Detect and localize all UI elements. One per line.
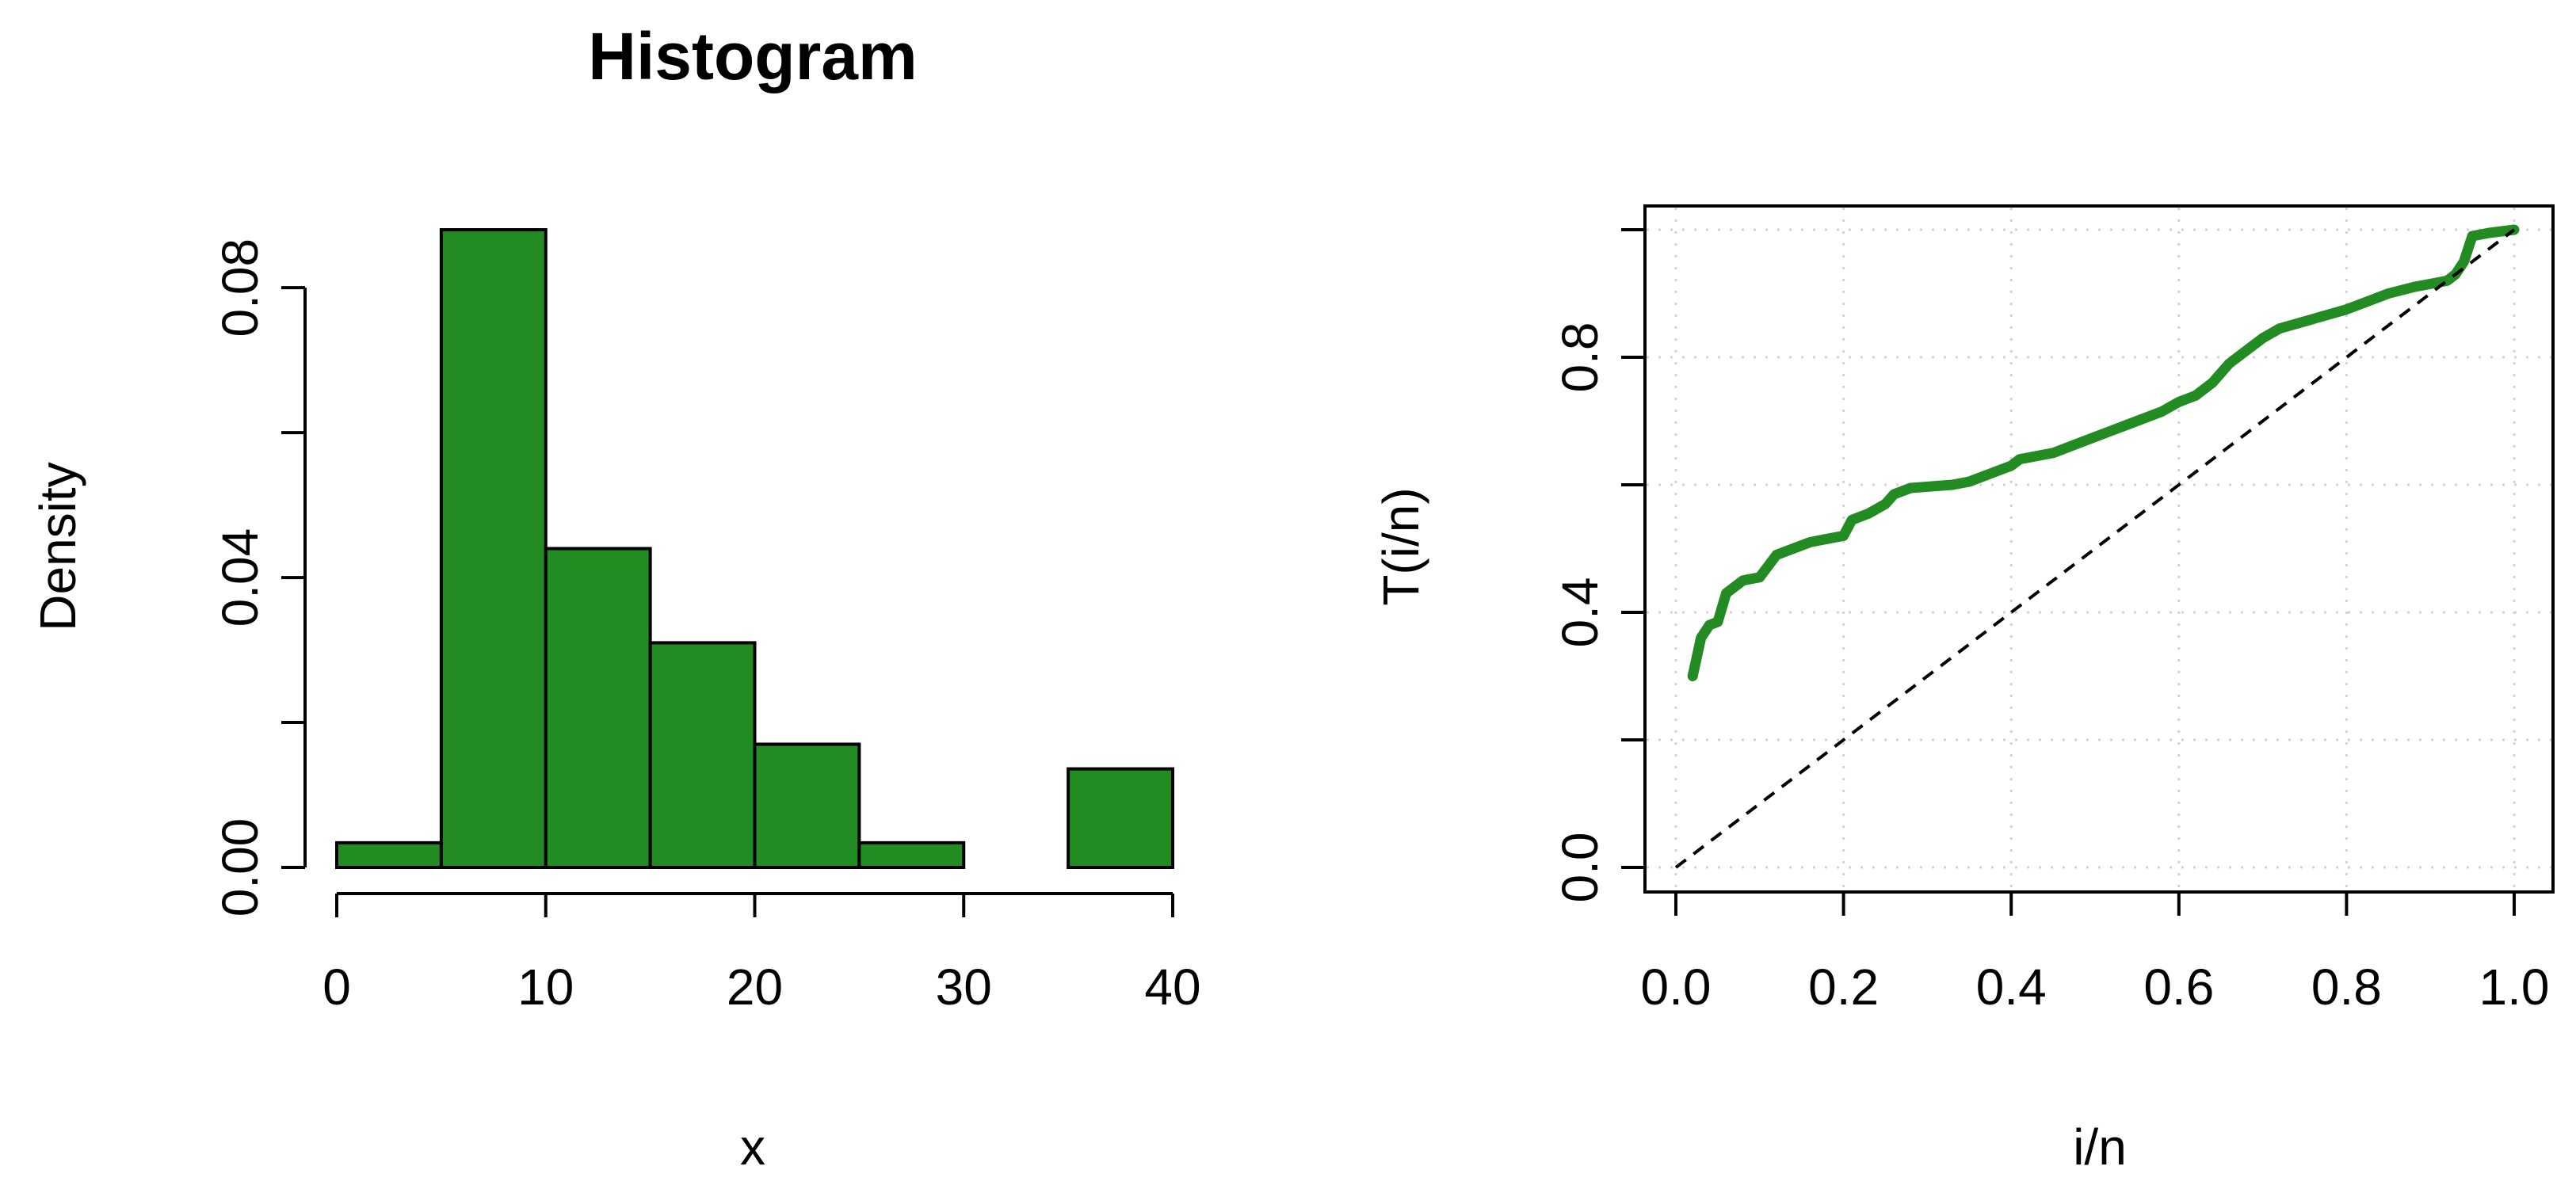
ti-n-curve-point [2208, 379, 2217, 387]
ti-n-grid [1647, 208, 2551, 890]
ti-n-y-tick-label: 0.8 [1551, 322, 1609, 393]
ti-n-curve-point [1772, 551, 1780, 559]
ti-n-curve-point [2359, 299, 2368, 307]
ti-n-curve-point [2258, 334, 2267, 342]
ti-n-curve-point [1696, 634, 1705, 642]
ti-n-curve-line [1687, 224, 2520, 681]
ti-n-curve-point [1906, 484, 1915, 493]
ti-n-curve-point [1948, 481, 1957, 489]
ti-n-curve-point [2384, 289, 2393, 298]
histogram-bar [857, 840, 966, 869]
ti-n-curve-point [1789, 544, 1798, 553]
histogram-y-tick-label: 0.04 [212, 528, 269, 627]
ti-n-curve-point [2309, 314, 2318, 323]
histogram-bars [335, 228, 1174, 870]
ti-n-x-tick-label: 0.4 [1976, 959, 2047, 1016]
ti-n-x-tick-label: 0.8 [2311, 959, 2382, 1016]
ti-n-curve-point [1755, 573, 1764, 581]
ti-n-curve-point [2468, 232, 2477, 241]
histogram-y-axis: 0.00 0.04 0.08 [212, 238, 307, 917]
ti-n-y-tick-label: 0.0 [1551, 833, 1609, 903]
ti-n-curve-point [1738, 576, 1747, 585]
ti-n-y-axis-label: T(i/n) [1372, 487, 1429, 605]
ti-n-curve-point [1982, 471, 1990, 479]
ti-n-x-tick-label: 0.2 [1808, 959, 1879, 1016]
histogram-x-axis: 0 10 20 30 40 [322, 892, 1201, 1016]
ti-n-curve-point [2191, 391, 2200, 400]
ti-n-curve-point [1806, 538, 1815, 547]
ti-n-x-axis: 0.0 0.2 0.4 0.6 0.8 1.0 [1641, 892, 2550, 1016]
ti-n-curve-point [1965, 477, 1974, 486]
ti-n-panel: 0.0 0.4 0.8 0.0 0.2 0.4 0.6 0.8 1.0 i/n T(i/n) [1372, 204, 2555, 1176]
ti-n-curve-point [2275, 324, 2284, 333]
ti-n-series [1674, 224, 2520, 869]
histogram-bar [1067, 767, 1174, 869]
histogram-y-tick-label: 0.08 [212, 238, 269, 337]
histogram-bar [544, 547, 652, 869]
ti-n-x-tick-label: 1.0 [2479, 959, 2550, 1016]
ti-n-curve-point [1848, 516, 1857, 524]
histogram-bar [335, 840, 443, 869]
ti-n-x-tick-label: 0.0 [1641, 959, 1712, 1016]
ti-n-curve-point [1722, 589, 1731, 597]
ti-n-y-tick-label: 0.4 [1551, 577, 1609, 648]
histogram-x-tick-label: 30 [936, 959, 992, 1016]
ti-n-curve-point [1839, 532, 1848, 540]
ti-n-curve-point [2485, 229, 2494, 238]
ti-n-reference-line [1674, 228, 2516, 869]
ti-n-curve-point [1713, 618, 1722, 627]
ti-n-curve-point [2225, 360, 2234, 368]
ti-n-curve-point [2049, 448, 2058, 457]
ti-n-curve-point [2091, 433, 2099, 441]
ti-n-curve-point [2174, 398, 2183, 406]
ti-n-curve-point [2242, 346, 2250, 355]
ti-n-curve-point [1689, 672, 1697, 680]
ti-n-x-tick-label: 0.6 [2143, 959, 2214, 1016]
ti-n-curve-point [2342, 305, 2351, 314]
ti-n-curve-point [2015, 455, 2024, 463]
ti-n-curve-point [2007, 461, 2016, 470]
histogram-x-tick-label: 10 [517, 959, 574, 1016]
histogram-y-axis-label: Density [29, 462, 86, 631]
ti-n-curve-point [2158, 407, 2166, 416]
histogram-x-tick-label: 0 [322, 959, 351, 1016]
ti-n-x-axis-label: i/n [2073, 1119, 2127, 1176]
ti-n-curve-point [1890, 490, 1899, 499]
histogram-y-tick-label: 0.00 [212, 818, 269, 917]
histogram-x-tick-label: 20 [727, 959, 783, 1016]
histogram-panel: Histogram 0.00 0.04 0.08 0 10 20 30 40 x Densi… [29, 19, 1201, 1176]
ti-n-plot-frame [1643, 204, 2555, 894]
ti-n-curve-point [2124, 420, 2133, 429]
ti-n-y-axis: 0.0 0.4 0.8 [1551, 228, 1645, 903]
ti-n-curve-point [2410, 283, 2418, 292]
histogram-bar [753, 742, 861, 870]
ti-n-curve-point [1998, 464, 2007, 473]
histogram-title: Histogram [588, 19, 917, 93]
histogram-x-axis-label: x [740, 1119, 765, 1176]
ti-n-curve-point [1705, 621, 1714, 630]
histogram-bar [648, 641, 757, 870]
ti-n-curve-point [2066, 442, 2074, 451]
histogram-x-tick-label: 40 [1144, 959, 1200, 1016]
ti-n-curve-point [1864, 509, 1873, 518]
ti-n-curve-point [2426, 280, 2435, 288]
ti-n-curve-point [2460, 257, 2468, 266]
ti-n-curve-point [1822, 535, 1831, 543]
ti-n-curve-point [1881, 500, 1890, 509]
histogram-bar [439, 228, 548, 869]
